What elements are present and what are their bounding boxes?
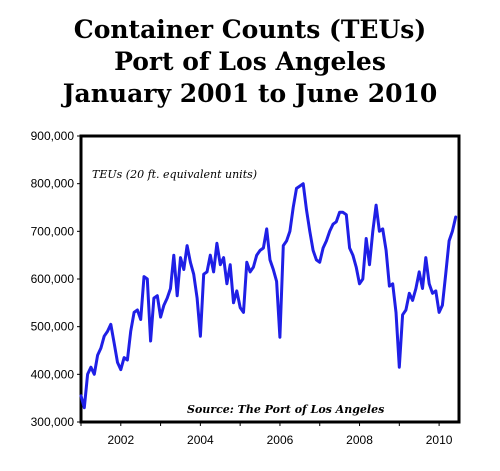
series-layer [79,182,458,410]
units-annotation: TEUs (20 ft. equivalent units) [92,168,257,181]
y-tick-label: 900,000 [31,129,75,143]
y-tick-label: 700,000 [31,224,75,238]
teu-series-line [79,182,458,410]
chart-title-line-2: Port of Los Angeles [114,47,386,76]
y-tick-label: 800,000 [31,177,75,191]
x-tick-label: 2008 [346,433,373,447]
chart-title-line-1: Container Counts (TEUs) [73,15,427,44]
x-axis: 2002 2004 2006 2008 2010 [80,422,453,447]
chart-title-line-3: January 2001 to June 2010 [62,79,438,108]
x-tick-label: 2002 [107,433,134,447]
x-tick-label: 2010 [426,433,453,447]
x-tick-label: 2006 [267,433,294,447]
y-axis: 300,000 400,000 500,000 600,000 700,000 800,0… [31,129,81,429]
y-tick-label: 300,000 [31,415,75,429]
source-annotation: Source: The Port of Los Angeles [187,403,384,416]
y-tick-label: 500,000 [31,320,75,334]
y-tick-label: 400,000 [31,367,75,381]
y-tick-label: 600,000 [31,272,75,286]
x-tick-label: 2004 [187,433,214,447]
